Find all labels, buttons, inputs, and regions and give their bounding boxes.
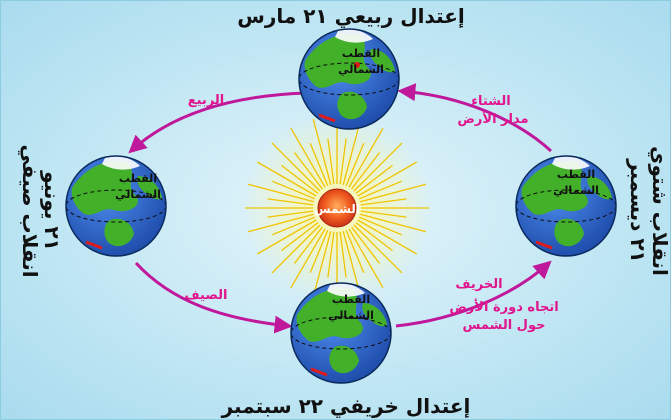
- sun-ray: [290, 228, 326, 289]
- title-winter-solstice-2: انقلاب شتوي: [647, 146, 671, 276]
- sun-ray: [360, 183, 427, 203]
- sun-ray: [281, 164, 319, 194]
- sun-ray: [353, 142, 403, 192]
- sun-ray: [339, 138, 347, 185]
- season-winter: الشتاء: [471, 94, 510, 109]
- rotation-label-1: اتجاه دورة الأرض: [449, 298, 558, 315]
- sun-ray: [256, 219, 317, 255]
- sun-ray: [290, 127, 326, 188]
- sun-ray: [309, 143, 329, 187]
- sun-rays: [245, 116, 429, 300]
- sun-ray: [348, 228, 384, 289]
- sun-ray: [355, 164, 393, 194]
- globe-right: القطب الشمالي: [514, 153, 618, 258]
- sun-ray: [271, 224, 321, 274]
- title-winter-solstice-1: ٢١ ديسمبر: [626, 158, 650, 263]
- sun-ray: [312, 231, 332, 298]
- sun-ray: [327, 138, 335, 185]
- sun-ray: [312, 118, 332, 185]
- globe-top-label-1: القطب: [342, 47, 380, 60]
- globe-right-label-2: الشمالي: [553, 184, 599, 197]
- sun-ray: [272, 180, 316, 200]
- sun-ray: [293, 152, 323, 190]
- sun-ray: [247, 213, 314, 233]
- globe-bottom: القطب الشمالي: [289, 280, 393, 385]
- sun-ray: [342, 118, 362, 185]
- orbit-label: مدار الأرض: [457, 110, 528, 127]
- sun-ray: [360, 210, 407, 218]
- sun-ray: [339, 231, 347, 278]
- globe-top-label-2: الشمالي: [338, 63, 384, 76]
- sun-ray: [358, 180, 402, 200]
- sun-core: [317, 188, 357, 228]
- season-spring: الربيع: [188, 93, 225, 108]
- globe-left: القطب الشمالي: [64, 153, 168, 258]
- sun-label: الشمس: [314, 202, 360, 216]
- sun-ray: [360, 198, 407, 206]
- title-summer-solstice-1: انقلاب صيفي: [17, 144, 42, 277]
- orbit-arrow-summer: [134, 261, 293, 334]
- globe-bottom-label-1: القطب: [332, 293, 370, 306]
- sun-ray: [357, 219, 418, 255]
- sun-ray: [281, 222, 319, 252]
- globe-right-label-1: القطب: [557, 168, 595, 181]
- sun-ray: [348, 127, 384, 188]
- sun-ray: [272, 216, 316, 236]
- sun-ray: [351, 152, 381, 190]
- sun-ray: [345, 143, 365, 187]
- rotation-label-2: حول الشمس: [463, 318, 546, 333]
- sun-ray: [345, 229, 365, 273]
- sun-ray: [247, 183, 314, 203]
- title-spring-equinox: إعتدال ربيعي ٢١ مارس: [237, 4, 464, 29]
- sun-ray: [267, 210, 314, 218]
- sun-ray: [360, 213, 427, 233]
- sun-ray: [358, 216, 402, 236]
- sun-ray: [309, 229, 329, 273]
- sun-ray: [327, 231, 335, 278]
- season-autumn: الخريف: [455, 277, 502, 292]
- sun-ray: [271, 142, 321, 192]
- globe-left-label-1: القطب: [119, 172, 157, 185]
- orbit-arrow-winter: [397, 83, 553, 153]
- orbit-arrow-autumn: [395, 260, 552, 328]
- globe-bottom-label-2: الشمالي: [328, 309, 374, 322]
- sun-ray: [267, 198, 314, 206]
- sun-ray: [357, 161, 418, 197]
- orbit-arrow-spring: [128, 91, 307, 154]
- title-autumn-equinox: إعتدال خريفي ٢٢ سبتمبر: [221, 394, 471, 419]
- title-summer-solstice-2: ٢١ يونيو: [40, 170, 64, 251]
- sun-ray: [353, 224, 403, 274]
- sun-ray: [293, 226, 323, 264]
- sun: الشمس: [242, 113, 432, 303]
- north-pole-marker: [354, 62, 360, 68]
- sun-ray: [256, 161, 317, 197]
- globe-left-label-2: الشمالي: [115, 188, 161, 201]
- sun-ray: [355, 222, 393, 252]
- sun-ray: [351, 226, 381, 264]
- season-summer: الصيف: [185, 288, 228, 303]
- globe-top: القطب الشمالي: [297, 26, 401, 131]
